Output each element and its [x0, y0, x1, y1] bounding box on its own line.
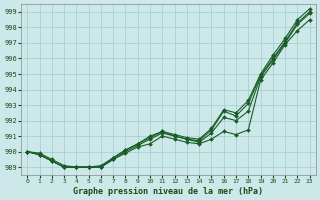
- X-axis label: Graphe pression niveau de la mer (hPa): Graphe pression niveau de la mer (hPa): [74, 187, 263, 196]
